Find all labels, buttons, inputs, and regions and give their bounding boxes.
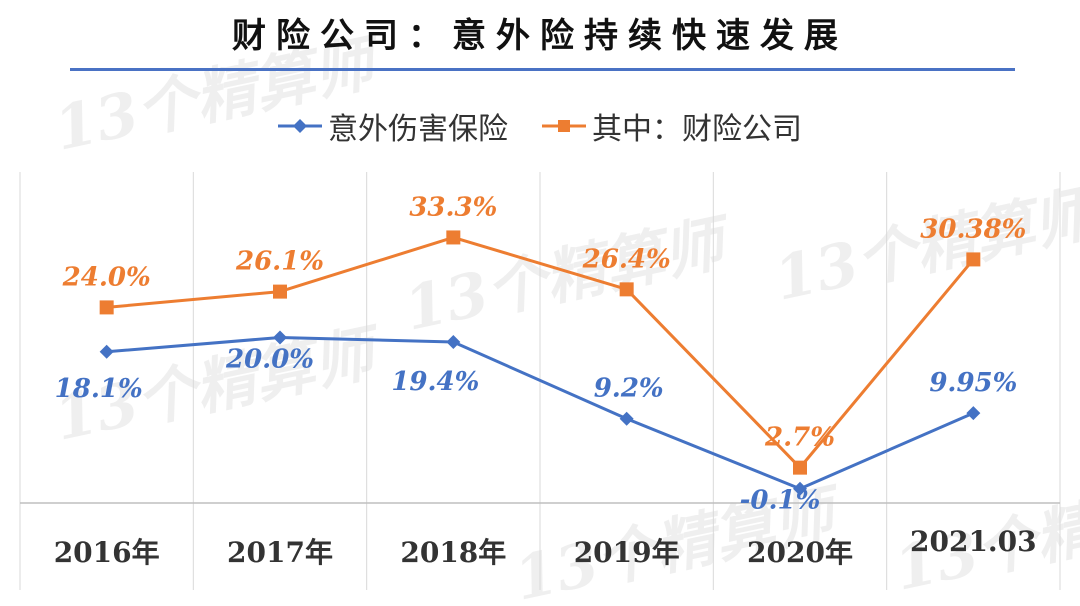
data-point-accident: [966, 406, 981, 421]
data-label: 30.38%: [920, 214, 1026, 244]
legend-item-accident: 意外伤害保险: [278, 104, 508, 148]
legend-label-accident: 意外伤害保险: [328, 112, 508, 147]
data-point-accident: [446, 335, 461, 350]
x-tick-label: 2016年: [54, 536, 160, 569]
title-underline: [70, 68, 1015, 71]
data-label: 2.7%: [764, 423, 835, 453]
data-point-pc-insurer: [966, 252, 981, 267]
watermark: 13个精算师: [399, 207, 740, 345]
data-point-accident: [619, 411, 634, 426]
chart-legend: 意外伤害保险 其中：财险公司: [0, 104, 1080, 148]
data-point-pc-insurer: [793, 460, 807, 475]
data-label: -0.1%: [740, 486, 821, 516]
chart-title: 财险公司：意外险持续快速发展: [232, 16, 848, 56]
data-label: 9.2%: [594, 374, 664, 404]
x-tick-label: 2021.03: [910, 525, 1037, 558]
data-point-pc-insurer: [446, 230, 461, 245]
data-label: 26.1%: [235, 247, 324, 277]
data-point-accident: [99, 344, 114, 359]
legend-diamond-line-icon: [278, 119, 322, 133]
data-label: 9.95%: [929, 368, 1017, 398]
data-label: 26.4%: [582, 244, 671, 274]
data-label: 33.3%: [409, 192, 497, 222]
data-label: 18.1%: [55, 374, 143, 404]
series-line-accident: [106, 336, 974, 491]
data-label: 20.0%: [225, 345, 314, 375]
x-tick-label: 2019年: [574, 536, 680, 569]
legend-label-pc-insurer: 其中：财险公司: [592, 112, 802, 147]
legend-square-line-icon: [542, 120, 586, 132]
data-point-pc-insurer: [619, 282, 634, 297]
data-point-pc-insurer: [99, 300, 114, 315]
watermark: 13个精算师: [769, 177, 1080, 315]
data-point-accident: [273, 330, 287, 345]
x-tick-label: 2020年: [747, 536, 853, 569]
series-line-pc-insurer: [106, 235, 975, 470]
x-tick-label: 2018年: [400, 536, 506, 569]
data-point-accident: [793, 481, 807, 496]
data-label: 19.4%: [391, 367, 479, 397]
x-tick-label: 2017年: [227, 536, 333, 569]
legend-item-pc-insurer: 其中：财险公司: [542, 104, 802, 148]
data-point-pc-insurer: [273, 284, 287, 299]
data-label: 24.0%: [62, 262, 151, 292]
